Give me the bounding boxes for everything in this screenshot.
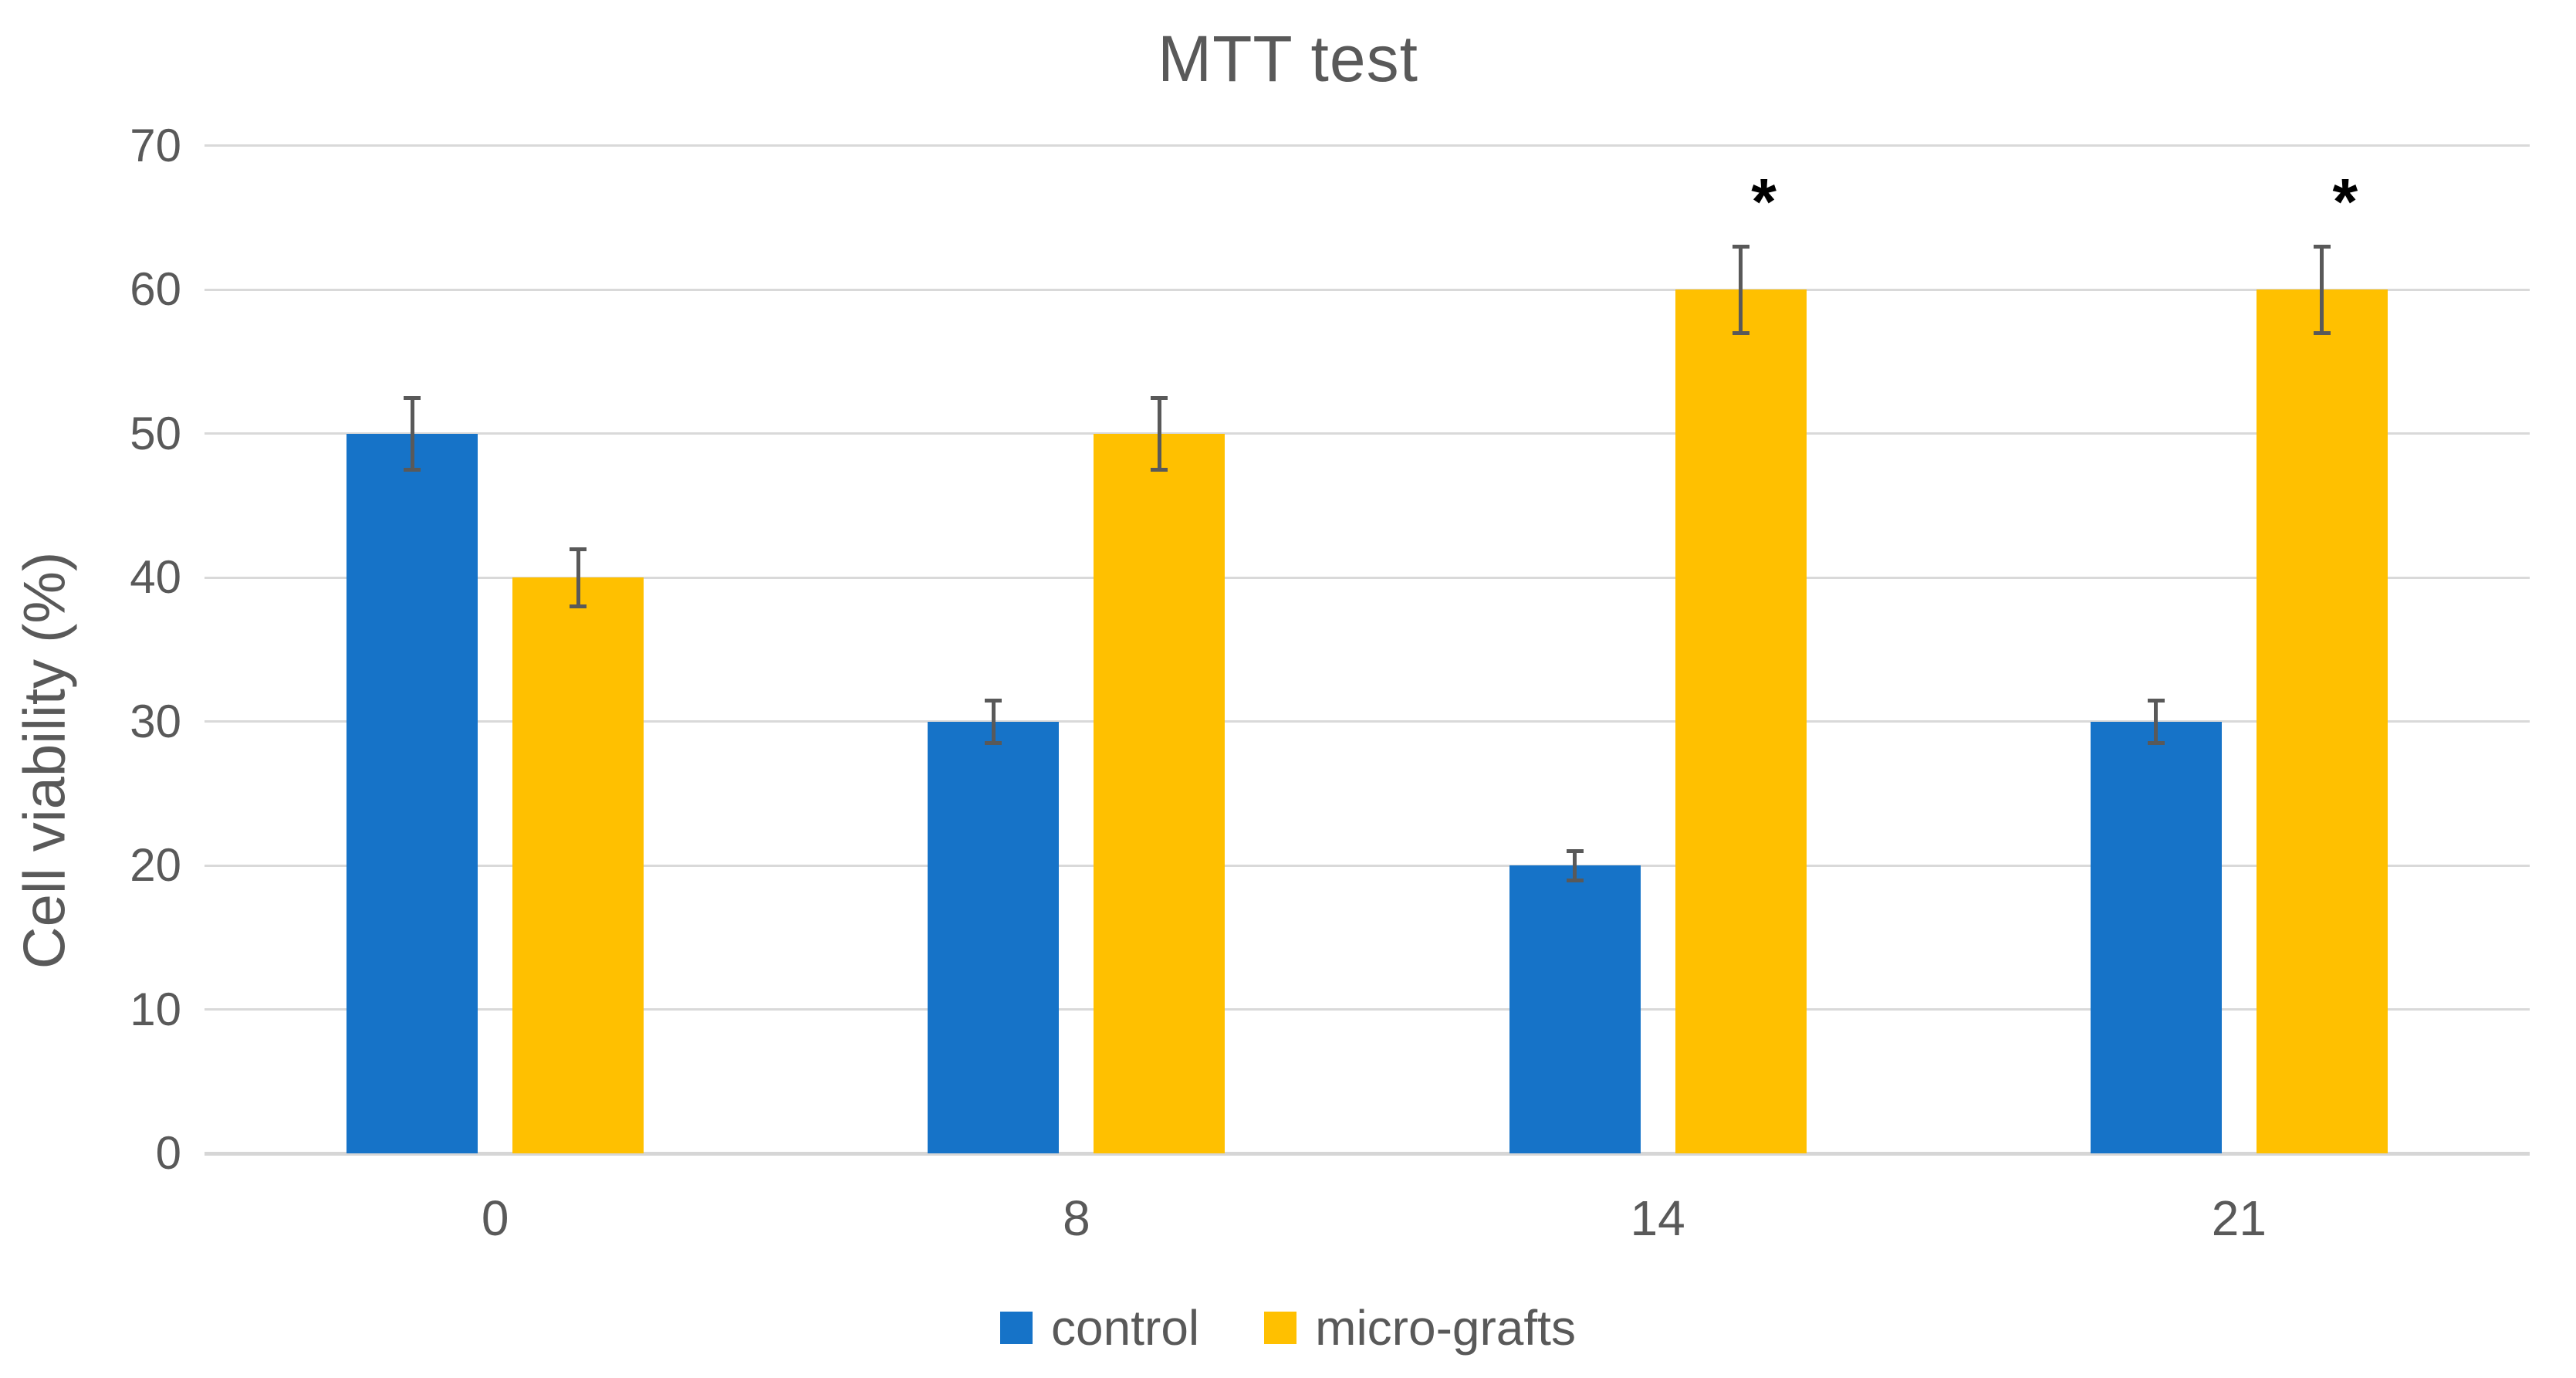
gridline <box>205 720 2530 723</box>
bar-control-14 <box>1509 865 1641 1153</box>
chart-title: MTT test <box>1158 22 1418 95</box>
error-bar <box>1739 246 1743 333</box>
error-bar-cap <box>1566 849 1584 854</box>
legend-item-control: control <box>1000 1303 1199 1353</box>
error-bar-cap <box>1151 395 1168 400</box>
bar-micro-grafts-21 <box>2256 289 2388 1153</box>
y-tick-label: 60 <box>130 263 181 315</box>
error-bar-cap <box>570 547 587 551</box>
x-tick-label: 21 <box>2211 1190 2267 1246</box>
error-bar-cap <box>2313 330 2331 335</box>
bar-micro-grafts-8 <box>1094 433 1225 1153</box>
gridline <box>205 1008 2530 1011</box>
error-bar <box>2320 246 2324 333</box>
y-tick-label: 0 <box>155 1127 181 1179</box>
legend-swatch-micro-grafts <box>1264 1312 1297 1344</box>
error-bar-cap <box>1566 878 1584 882</box>
error-bar-cap <box>2313 245 2331 249</box>
legend-label: control <box>1051 1300 1200 1356</box>
y-axis-title: Cell viability (%) <box>12 551 78 970</box>
bar-micro-grafts-14 <box>1675 289 1807 1153</box>
y-tick-label: 40 <box>130 551 181 603</box>
error-bar <box>1573 851 1577 880</box>
error-bar-cap <box>1151 468 1168 472</box>
error-bar <box>576 548 580 607</box>
legend-label: micro-grafts <box>1315 1300 1576 1356</box>
error-bar <box>991 699 996 743</box>
gridline <box>205 864 2530 867</box>
gridline <box>205 576 2530 579</box>
gridline <box>205 288 2530 291</box>
error-bar-cap <box>404 395 421 400</box>
y-tick-label: 30 <box>130 695 181 747</box>
error-bar <box>1157 397 1161 470</box>
y-tick-label: 10 <box>130 983 181 1035</box>
error-bar-cap <box>1732 245 1749 249</box>
x-tick-label: 14 <box>1630 1190 1685 1246</box>
bar-control-21 <box>2090 721 2222 1153</box>
error-bar-cap <box>2147 698 2165 703</box>
y-tick-label: 70 <box>130 119 181 171</box>
error-bar-cap <box>404 468 421 472</box>
gridline <box>205 144 2530 147</box>
error-bar <box>410 397 414 470</box>
y-tick-label: 50 <box>130 407 181 459</box>
legend: control micro-grafts <box>0 1303 2576 1353</box>
error-bar-cap <box>570 604 587 609</box>
bar-control-0 <box>347 433 478 1153</box>
error-bar-cap <box>985 741 1002 746</box>
y-tick-label: 20 <box>130 839 181 891</box>
significance-asterisk: * <box>1751 165 1776 239</box>
legend-swatch-control <box>1000 1312 1033 1344</box>
error-bar-cap <box>2147 741 2165 746</box>
bar-micro-grafts-0 <box>512 577 644 1153</box>
gridline <box>205 432 2530 435</box>
error-bar <box>2154 699 2158 743</box>
error-bar-cap <box>1732 330 1749 335</box>
x-tick-label: 8 <box>1063 1190 1090 1246</box>
x-axis-line <box>205 1152 2530 1156</box>
significance-asterisk: * <box>2332 165 2358 239</box>
x-tick-label: 0 <box>481 1190 509 1246</box>
legend-item-micro-grafts: micro-grafts <box>1264 1303 1576 1353</box>
error-bar-cap <box>985 698 1002 703</box>
bar-control-8 <box>928 721 1060 1153</box>
